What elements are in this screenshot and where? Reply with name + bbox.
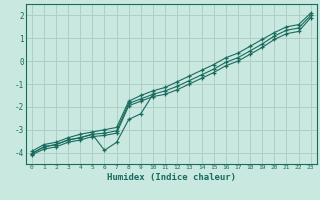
X-axis label: Humidex (Indice chaleur): Humidex (Indice chaleur) [107, 173, 236, 182]
